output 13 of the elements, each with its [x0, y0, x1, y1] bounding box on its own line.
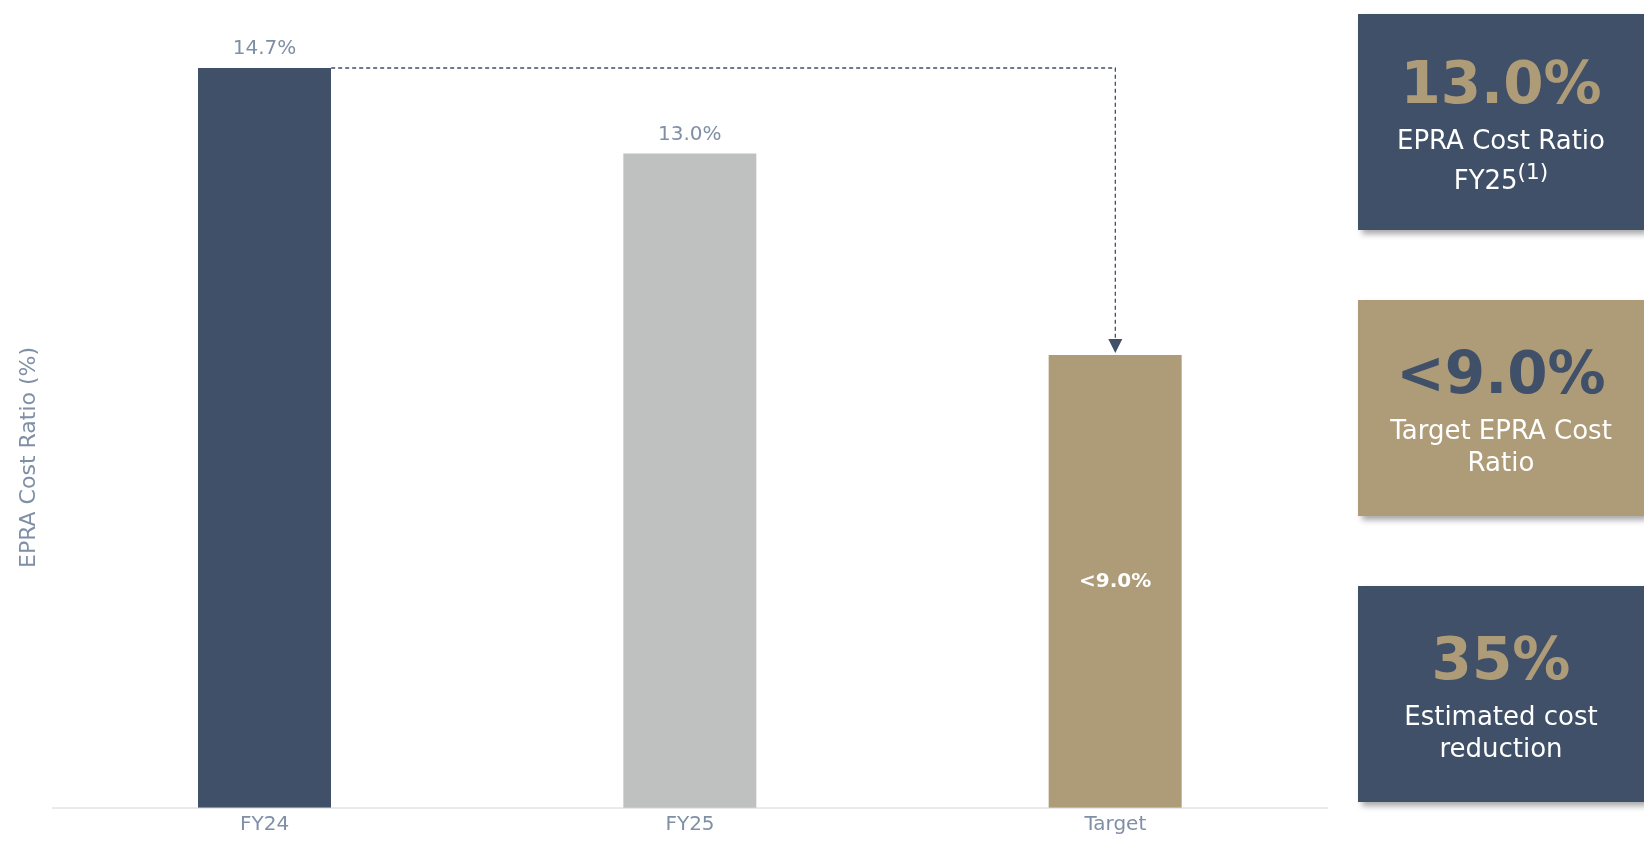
text: Target EPRA Cost Ratio	[1389, 414, 1613, 478]
data-label: 13.0%	[658, 120, 722, 145]
text: Estimated cost reduction	[1403, 700, 1599, 764]
data-label: 14.7%	[232, 35, 297, 59]
text: EPRA Cost Ratio FY25$^{(1)}$	[1396, 124, 1606, 196]
text: 13.0%	[1400, 48, 1602, 119]
data-label: <9.0%	[1079, 567, 1152, 592]
y-axis-title: EPRA Cost Ratio (%)	[14, 346, 40, 568]
x-tick-label: FY24	[240, 811, 290, 836]
x-tick-label: Target	[1083, 811, 1147, 836]
text: 35%	[1431, 624, 1571, 694]
x-tick-label: FY25	[665, 811, 715, 836]
text: <9.0%	[1396, 338, 1606, 408]
